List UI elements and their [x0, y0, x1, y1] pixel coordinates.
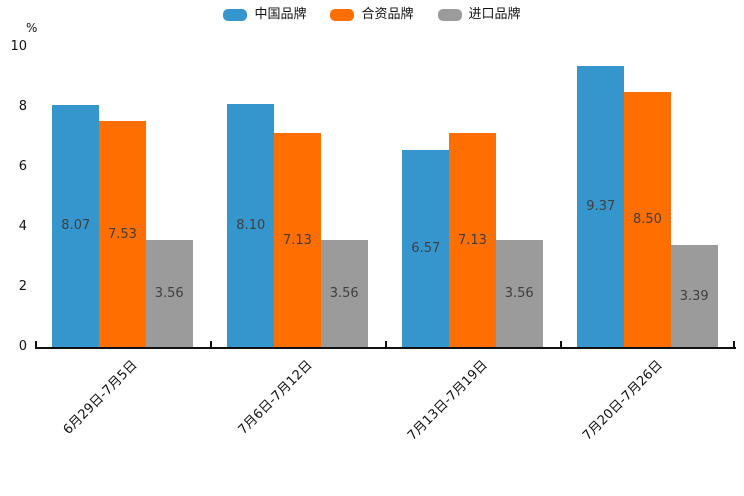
bar-value-label: 3.56: [504, 286, 534, 302]
bar: 6.57: [402, 149, 450, 347]
bar-value-label: 3.39: [679, 288, 709, 304]
bar: 7.13: [274, 133, 321, 347]
bar: 7.53: [99, 121, 146, 347]
bar-value-label: 7.13: [458, 232, 487, 248]
legend-swatch-joint-venture-brands-icon: [330, 9, 355, 21]
bar-value-label: 7.53: [108, 226, 137, 242]
bar: 3.56: [495, 240, 543, 347]
x-tick-label: 7月13日-7月19日: [405, 357, 491, 444]
bar: 3.39: [670, 245, 718, 347]
bar-value-label: 9.37: [586, 198, 616, 214]
bar-value-label: 8.10: [236, 218, 266, 233]
x-axis-tick: [733, 341, 735, 347]
x-axis-tick: [210, 341, 212, 347]
bar-value-label: 3.56: [329, 286, 359, 302]
legend: 中国品牌 合资品牌 进口品牌: [0, 7, 744, 23]
x-axis-line: [35, 347, 736, 349]
y-tick-label: 0: [18, 339, 27, 354]
x-axis-tick: [385, 341, 387, 347]
bar-value-label: 8.07: [61, 218, 91, 234]
bar: 7.13: [449, 133, 496, 347]
y-tick-label: 4: [18, 219, 27, 234]
x-tick-label: 6月29日-7月5日: [60, 357, 141, 438]
y-tick-label: 8: [18, 99, 27, 114]
legend-swatch-china-brands-icon: [223, 9, 248, 21]
x-axis-tick: [35, 341, 37, 347]
bar-value-label: 6.57: [411, 240, 441, 256]
bar: 3.56: [320, 240, 368, 347]
legend-label-joint-venture-brands: 合资品牌: [361, 7, 414, 22]
bar: 8.10: [227, 104, 275, 347]
y-tick-label: 2: [18, 279, 27, 294]
bar: 8.07: [52, 104, 100, 347]
x-axis-tick: [560, 341, 562, 347]
y-tick-label: 6: [18, 159, 27, 174]
legend-item-joint-venture-brands: 合资品牌: [330, 7, 414, 23]
y-axis-unit-label: %: [26, 21, 38, 35]
bar-value-label: 7.13: [283, 232, 312, 248]
legend-label-china-brands: 中国品牌: [254, 7, 307, 22]
legend-label-import-brands: 进口品牌: [468, 7, 521, 22]
x-tick-label: 7月20日-7月26日: [580, 357, 666, 444]
bar-value-label: 3.56: [154, 286, 184, 302]
bar: 3.56: [145, 240, 193, 347]
legend-item-china-brands: 中国品牌: [223, 7, 306, 23]
bar-value-label: 8.50: [633, 212, 662, 227]
bar: 9.37: [577, 65, 625, 347]
x-tick-label: 7月6日-7月12日: [235, 357, 316, 438]
legend-item-import-brands: 进口品牌: [437, 7, 521, 23]
y-tick-label: 10: [10, 39, 27, 54]
bar: 8.50: [624, 92, 671, 347]
legend-swatch-import-brands-icon: [437, 9, 462, 21]
